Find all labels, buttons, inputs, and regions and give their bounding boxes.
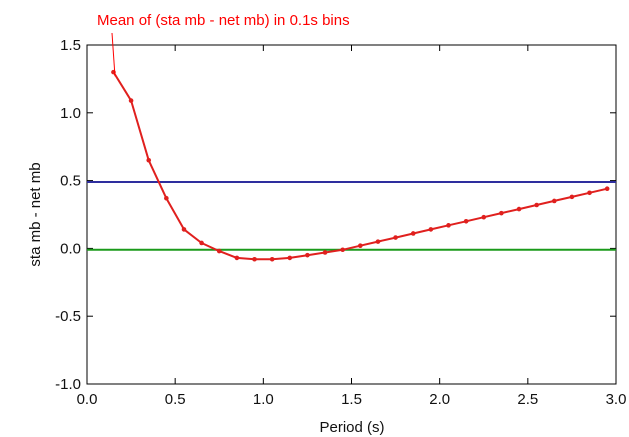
data-point bbox=[516, 206, 522, 212]
x-tick-label: 2.5 bbox=[517, 391, 538, 408]
y-axis-title: sta mb - net mb bbox=[27, 162, 44, 266]
x-tick-label: 1.0 bbox=[253, 391, 274, 408]
data-point bbox=[587, 190, 592, 196]
data-point bbox=[534, 202, 539, 208]
series-group bbox=[111, 69, 610, 262]
data-point bbox=[393, 235, 398, 240]
data-point bbox=[340, 247, 345, 253]
axis-ticks: 0.0 0.5 1.0 1.5 2.0 2.5 3.0 -1.0 -0.5 0.0 0.5 1.0 1.… bbox=[55, 37, 626, 408]
y-tick-label: 0.0 bbox=[60, 240, 81, 257]
data-point bbox=[216, 248, 222, 254]
data-point bbox=[446, 223, 451, 228]
data-point bbox=[481, 214, 487, 220]
data-point bbox=[146, 157, 152, 163]
x-tick-label: 0.0 bbox=[77, 391, 98, 408]
data-point bbox=[551, 198, 557, 204]
plot-area bbox=[86, 44, 617, 385]
x-tick-label: 1.5 bbox=[341, 391, 362, 408]
data-point bbox=[410, 231, 416, 236]
data-point bbox=[181, 227, 187, 232]
data-point bbox=[463, 218, 469, 224]
data-point bbox=[287, 255, 293, 261]
data-point bbox=[234, 255, 240, 261]
y-tick-label: 1.0 bbox=[60, 105, 81, 122]
data-point bbox=[358, 243, 363, 248]
data-point bbox=[128, 98, 134, 103]
data-point bbox=[164, 195, 169, 201]
x-tick-label: 0.5 bbox=[165, 391, 186, 408]
data-point bbox=[428, 227, 434, 232]
reference-lines bbox=[87, 180, 616, 251]
x-axis-title: Period (s) bbox=[319, 419, 384, 436]
x-tick-label: 2.0 bbox=[429, 391, 450, 408]
x-tick-label: 3.0 bbox=[606, 391, 627, 408]
data-point bbox=[269, 256, 275, 262]
data-point bbox=[604, 186, 610, 192]
y-tick-label: -1.0 bbox=[55, 376, 81, 393]
data-point bbox=[569, 194, 575, 200]
data-point bbox=[499, 210, 504, 216]
annotation-leader-line bbox=[111, 32, 116, 77]
y-tick-label: 1.5 bbox=[60, 37, 81, 54]
data-point bbox=[252, 256, 257, 262]
data-point bbox=[305, 252, 310, 258]
data-point bbox=[375, 239, 381, 244]
y-tick-label: -0.5 bbox=[55, 308, 81, 325]
data-point bbox=[199, 240, 204, 246]
y-tick-label: 0.5 bbox=[60, 173, 81, 190]
annotation-label: Mean of (sta mb - net mb) in 0.1s bins bbox=[97, 12, 350, 29]
data-point bbox=[322, 250, 328, 255]
